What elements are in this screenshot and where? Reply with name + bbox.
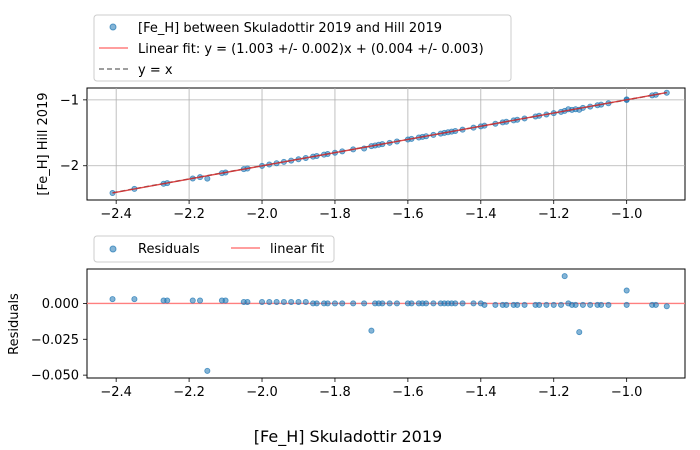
residual-point bbox=[302, 298, 309, 305]
bottom-legend-residuals-label: Residuals bbox=[138, 242, 200, 257]
residual-point bbox=[514, 301, 521, 308]
residual-point bbox=[423, 300, 430, 307]
bottom-legend: Residuals linear fit bbox=[93, 235, 335, 263]
top-x-tick-label: −1.4 bbox=[465, 207, 497, 222]
top-y-tick-label: −2 bbox=[60, 159, 79, 174]
residual-point bbox=[576, 329, 583, 336]
residual-point bbox=[361, 300, 368, 307]
residual-point bbox=[623, 301, 630, 308]
residual-point bbox=[189, 297, 196, 304]
residual-point bbox=[452, 300, 459, 307]
bottom-legend-frame bbox=[93, 235, 335, 263]
bottom-x-ticks: −2.4 −2.2 −2.0 −1.8 −1.6 −1.4 −1.2 −1.0 bbox=[100, 378, 642, 400]
residual-point bbox=[561, 273, 568, 280]
top-x-tick-label: −2.2 bbox=[173, 207, 205, 222]
top-x-tick-label: −1.2 bbox=[538, 207, 570, 222]
residual-point bbox=[331, 300, 338, 307]
top-y-ticks: −2 −1 bbox=[60, 93, 87, 174]
bottom-x-tick-label: −2.4 bbox=[100, 385, 132, 400]
bottom-x-tick-label: −1.4 bbox=[465, 385, 497, 400]
bottom-legend-residuals-marker bbox=[109, 245, 117, 253]
top-plot-area: −2.4 −2.2 −2.0 −1.8 −1.6 −1.4 −1.2 −1.0 −2 −1 [F… bbox=[36, 87, 686, 222]
residual-point bbox=[598, 301, 605, 308]
bottom-y-tick-label: −0.050 bbox=[31, 369, 79, 384]
residual-point bbox=[295, 298, 302, 305]
residual-point bbox=[280, 298, 287, 305]
top-legend-fit-label: Linear fit: y = (1.003 +/- 0.002)x + (0.… bbox=[138, 42, 484, 57]
bottom-x-tick-label: −2.0 bbox=[246, 385, 278, 400]
bottom-x-tick-label: −1.0 bbox=[611, 385, 643, 400]
residual-point bbox=[266, 298, 273, 305]
residual-point bbox=[109, 296, 116, 303]
top-x-tick-label: −1.8 bbox=[319, 207, 351, 222]
residual-point bbox=[408, 300, 415, 307]
residual-point bbox=[379, 300, 386, 307]
top-x-tick-label: −1.0 bbox=[611, 207, 643, 222]
bottom-plot-area: −2.4 −2.2 −2.0 −1.8 −1.6 −1.4 −1.2 −1.0 0.000 −0… bbox=[7, 268, 686, 400]
residual-point bbox=[197, 297, 204, 304]
residual-point bbox=[164, 297, 171, 304]
residual-point bbox=[521, 301, 528, 308]
residual-point bbox=[623, 287, 630, 294]
residual-point bbox=[572, 301, 579, 308]
x-axis-label: [Fe_H] Skuladottir 2019 bbox=[254, 427, 442, 447]
top-legend-identity-label: y = x bbox=[138, 63, 173, 78]
top-grid bbox=[87, 88, 685, 200]
top-legend-frame bbox=[93, 14, 512, 82]
bottom-y-tick-label: −0.025 bbox=[31, 333, 79, 348]
residual-point bbox=[470, 300, 477, 307]
residual-point bbox=[543, 301, 550, 308]
residual-point bbox=[558, 301, 565, 308]
residual-point bbox=[663, 303, 670, 310]
residual-point bbox=[430, 300, 437, 307]
top-y-axis-label: [Fe_H] Hill 2019 bbox=[36, 92, 51, 195]
residual-point bbox=[605, 301, 612, 308]
bottom-x-tick-label: −1.8 bbox=[319, 385, 351, 400]
bottom-x-tick-label: −1.6 bbox=[392, 385, 424, 400]
top-x-tick-label: −1.6 bbox=[392, 207, 424, 222]
residual-point bbox=[324, 300, 331, 307]
residual-point bbox=[579, 301, 586, 308]
residual-point bbox=[536, 301, 543, 308]
top-legend-scatter-label: [Fe_H] between Skuladottir 2019 and Hill… bbox=[138, 21, 442, 36]
top-legend-scatter-marker bbox=[109, 23, 117, 31]
top-x-tick-label: −2.4 bbox=[100, 207, 132, 222]
residual-point bbox=[313, 300, 320, 307]
residual-point bbox=[503, 301, 510, 308]
bottom-y-ticks: 0.000 −0.025 −0.050 bbox=[31, 297, 87, 384]
bottom-legend-fit-label: linear fit bbox=[270, 242, 324, 257]
bottom-x-tick-label: −2.2 bbox=[173, 385, 205, 400]
residual-point bbox=[273, 298, 280, 305]
residual-point bbox=[222, 297, 229, 304]
residual-point bbox=[393, 300, 400, 307]
top-x-tick-label: −2.0 bbox=[246, 207, 278, 222]
residual-point bbox=[131, 296, 138, 303]
residual-point bbox=[368, 327, 375, 334]
residual-point bbox=[587, 301, 594, 308]
residual-point bbox=[204, 367, 211, 374]
residual-points bbox=[109, 273, 670, 374]
residual-point bbox=[492, 301, 499, 308]
residual-point bbox=[481, 301, 488, 308]
top-plot-frame bbox=[86, 87, 686, 201]
bottom-y-tick-label: 0.000 bbox=[42, 297, 79, 312]
bottom-y-axis-label: Residuals bbox=[7, 293, 22, 355]
residual-point bbox=[350, 300, 357, 307]
top-y-tick-label: −1 bbox=[60, 93, 79, 108]
top-x-ticks: −2.4 −2.2 −2.0 −1.8 −1.6 −1.4 −1.2 −1.0 bbox=[100, 200, 642, 222]
residual-point bbox=[244, 298, 251, 305]
residual-point bbox=[259, 298, 266, 305]
residual-point bbox=[339, 300, 346, 307]
residual-point bbox=[386, 300, 393, 307]
residual-point bbox=[288, 298, 295, 305]
bottom-plot-frame bbox=[86, 268, 686, 379]
residual-point bbox=[652, 301, 659, 308]
residual-point bbox=[459, 300, 466, 307]
bottom-x-tick-label: −1.2 bbox=[538, 385, 570, 400]
residual-point bbox=[550, 301, 557, 308]
top-legend: [Fe_H] between Skuladottir 2019 and Hill… bbox=[93, 14, 512, 82]
linear-fit-line bbox=[112, 91, 667, 194]
